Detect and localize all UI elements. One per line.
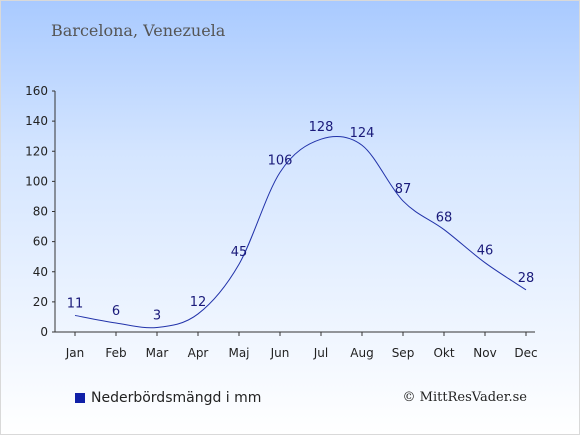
location-title: Barcelona, Venezuela xyxy=(51,21,226,40)
data-label: 3 xyxy=(153,308,161,323)
y-tick-label: 60 xyxy=(33,235,48,249)
x-tick-label: Nov xyxy=(473,346,496,360)
x-axis-ticks: Jan Feb Mar Apr Maj Jun Jul Aug Sep Okt Nov Dec xyxy=(65,332,538,360)
x-tick-label: Jul xyxy=(313,346,328,360)
data-label: 106 xyxy=(268,153,293,168)
data-labels: 11 6 3 12 45 106 128 124 87 68 46 28 xyxy=(67,120,535,323)
y-tick-label: 120 xyxy=(25,144,48,158)
y-tick-label: 40 xyxy=(33,265,48,279)
y-tick-label: 0 xyxy=(40,325,48,339)
data-label: 6 xyxy=(112,304,120,319)
data-label: 12 xyxy=(190,295,207,310)
x-tick-label: Sep xyxy=(392,346,415,360)
legend-label: Nederbördsmängd i mm xyxy=(91,390,262,406)
data-label: 128 xyxy=(309,120,334,135)
data-label: 124 xyxy=(350,126,375,141)
y-tick-label: 160 xyxy=(25,84,48,98)
legend: Nederbördsmängd i mm xyxy=(75,390,261,406)
x-tick-label: Aug xyxy=(350,346,373,360)
copyright-text: © MittResVader.se xyxy=(402,390,527,405)
x-tick-label: Feb xyxy=(105,346,126,360)
data-label: 46 xyxy=(477,244,494,259)
x-tick-label: Okt xyxy=(433,346,454,360)
x-tick-label: Jun xyxy=(270,346,290,360)
x-tick-label: Mar xyxy=(146,346,169,360)
y-tick-label: 140 xyxy=(25,114,48,128)
legend-swatch xyxy=(75,393,85,403)
x-tick-label: Apr xyxy=(188,346,209,360)
data-label: 45 xyxy=(231,245,248,260)
y-tick-label: 100 xyxy=(25,174,48,188)
y-tick-label: 20 xyxy=(33,295,48,309)
y-axis-ticks: 0 20 40 60 80 100 120 140 160 xyxy=(25,84,55,339)
data-label: 87 xyxy=(395,182,412,197)
x-tick-label: Dec xyxy=(514,346,537,360)
x-tick-label: Jan xyxy=(65,346,85,360)
y-tick-label: 80 xyxy=(33,205,48,219)
data-label: 68 xyxy=(436,211,453,226)
precipitation-line xyxy=(74,135,527,329)
axes xyxy=(54,91,535,333)
x-tick-label: Maj xyxy=(228,346,249,360)
data-label: 28 xyxy=(518,271,535,286)
data-label: 11 xyxy=(67,296,84,311)
